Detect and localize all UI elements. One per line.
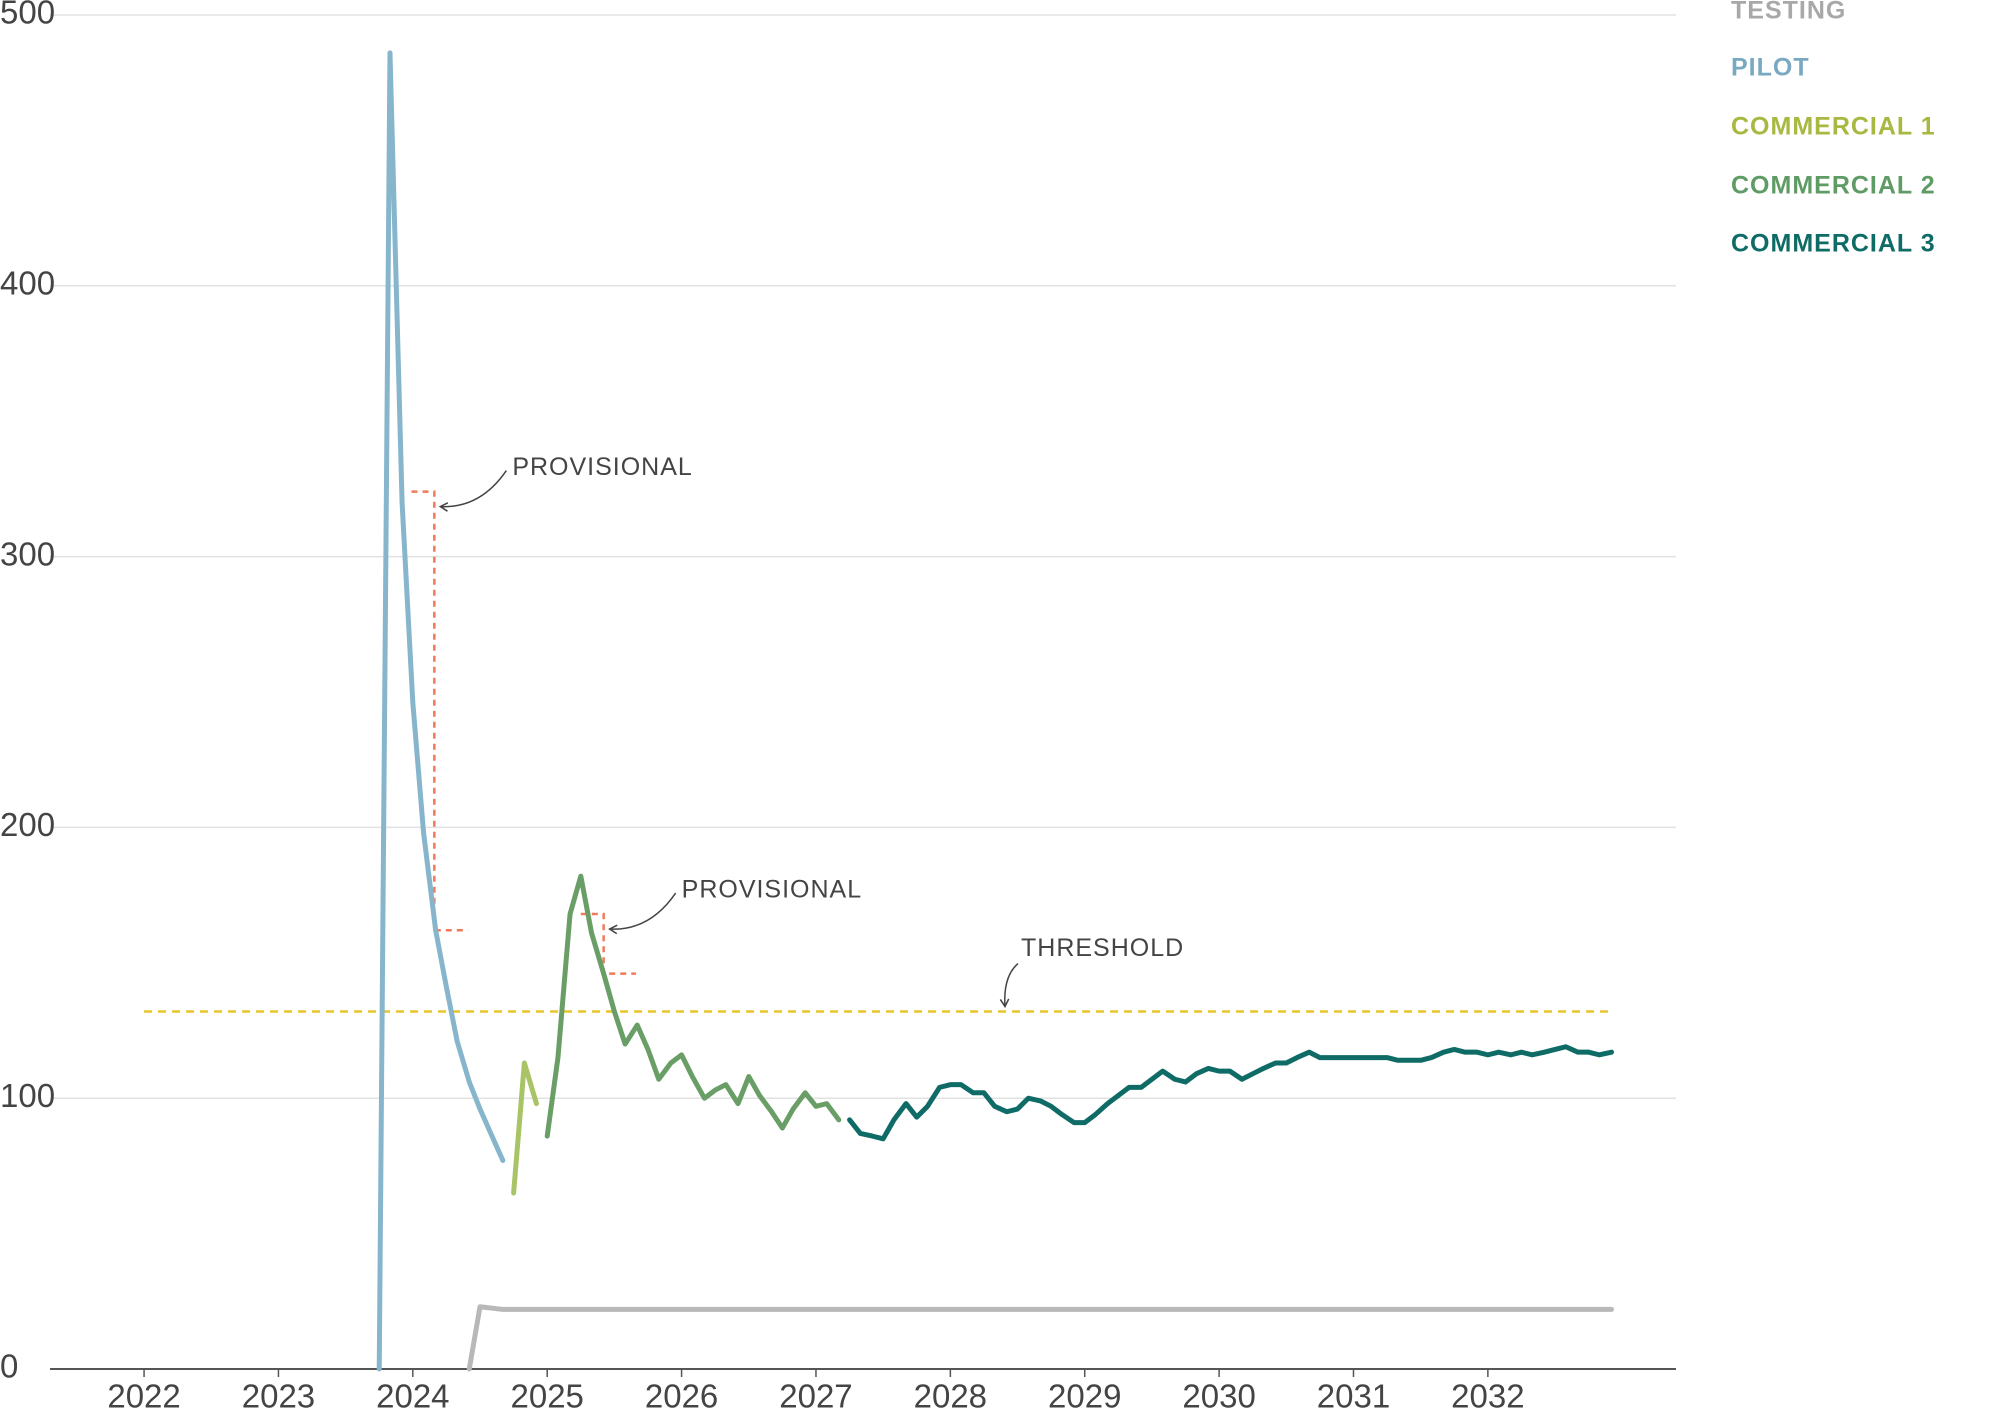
- x-tick-label: 2030: [1182, 1378, 1255, 1415]
- provisional-step: [580, 912, 636, 975]
- annotation-arrow: [608, 892, 677, 935]
- x-tick-label: 2032: [1451, 1378, 1524, 1415]
- x-tick-label: 2028: [914, 1378, 987, 1415]
- x-tick-label: 2022: [107, 1378, 180, 1415]
- series-line: [544, 873, 842, 1139]
- legend-entry: COMMERCIAL 3: [1731, 230, 1936, 258]
- legend-entry: TESTING: [1731, 0, 1846, 25]
- series-line: [466, 1304, 1614, 1372]
- legend-entry: PILOT: [1731, 54, 1810, 82]
- y-tick-label: 0: [0, 1348, 18, 1385]
- x-tick-label: 2029: [1048, 1378, 1121, 1415]
- y-tick-label: 100: [0, 1077, 55, 1114]
- annotation-label: PROVISIONAL: [512, 453, 693, 481]
- series-line: [376, 50, 506, 1372]
- series-line: [511, 1060, 539, 1196]
- annotation-arrow: [438, 470, 507, 512]
- provisional-step: [411, 490, 468, 932]
- legend-entry: COMMERCIAL 2: [1731, 172, 1936, 200]
- y-tick-label: 200: [0, 806, 55, 843]
- y-tick-label: 400: [0, 265, 55, 302]
- threshold-label: THRESHOLD: [1021, 934, 1184, 962]
- legend-entry: COMMERCIAL 1: [1731, 113, 1936, 141]
- x-tick-label: 2026: [645, 1378, 718, 1415]
- series-line: [847, 1044, 1614, 1142]
- x-tick-label: 2023: [242, 1378, 315, 1415]
- annotation-label: PROVISIONAL: [682, 876, 863, 904]
- x-tick-label: 2025: [510, 1378, 583, 1415]
- x-tick-label: 2027: [779, 1378, 852, 1415]
- x-tick-label: 2031: [1317, 1378, 1390, 1415]
- y-tick-label: 300: [0, 535, 55, 572]
- x-tick-label: 2024: [376, 1378, 449, 1415]
- y-tick-label: 500: [0, 0, 55, 31]
- annotation-arrow: [999, 962, 1019, 1009]
